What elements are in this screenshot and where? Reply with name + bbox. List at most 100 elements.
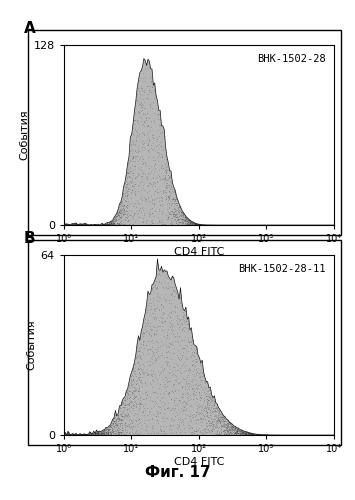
Point (93, 220, 98, 228)
Point (62, 220, 68, 228)
Point (149, 414, 154, 422)
Point (175, 214, 180, 222)
Point (233, 428, 239, 436)
Point (302, 221, 307, 229)
Point (65, 220, 71, 228)
Point (277, 221, 283, 229)
Point (195, 220, 200, 228)
Point (251, 221, 257, 229)
Point (216, 221, 222, 229)
Point (193, 220, 199, 228)
Point (329, 221, 335, 229)
Point (197, 374, 203, 382)
Point (152, 356, 158, 364)
Point (281, 431, 286, 439)
Point (70, 430, 76, 438)
Point (256, 221, 261, 229)
Point (284, 221, 289, 229)
Point (135, 108, 141, 116)
Point (269, 221, 275, 229)
Point (303, 431, 308, 439)
Point (100, 220, 106, 228)
Point (244, 428, 249, 436)
Point (324, 431, 330, 439)
Point (271, 431, 277, 439)
Point (246, 428, 252, 436)
Point (178, 356, 183, 364)
Point (305, 221, 311, 229)
Point (108, 421, 114, 429)
Point (219, 420, 224, 428)
Point (95, 428, 101, 436)
Point (220, 221, 225, 229)
Point (180, 211, 186, 219)
Point (221, 414, 227, 422)
Point (324, 431, 330, 439)
Point (327, 431, 332, 439)
Point (232, 430, 238, 438)
Point (208, 415, 214, 423)
Point (95, 430, 101, 438)
Point (226, 221, 232, 229)
Point (95, 220, 101, 228)
Point (241, 428, 247, 436)
Point (316, 221, 321, 229)
Point (314, 431, 320, 439)
Point (224, 424, 230, 432)
Point (225, 428, 231, 436)
Point (148, 404, 154, 412)
Point (280, 431, 285, 439)
Point (328, 431, 333, 439)
Point (280, 431, 286, 439)
Point (171, 349, 176, 357)
Point (300, 221, 306, 229)
Point (192, 356, 198, 364)
Point (187, 366, 193, 374)
Point (183, 377, 189, 385)
Point (219, 415, 225, 423)
Point (92, 430, 98, 438)
Point (79, 220, 84, 228)
Point (87, 430, 92, 438)
Point (295, 221, 300, 229)
Point (265, 431, 271, 439)
Point (126, 394, 132, 402)
Point (71, 220, 77, 228)
Point (323, 431, 329, 439)
Point (94, 428, 99, 436)
Point (256, 221, 262, 229)
Point (179, 382, 185, 390)
Point (252, 430, 258, 438)
Point (66, 220, 72, 228)
Point (98, 429, 104, 437)
Point (315, 221, 321, 229)
Point (313, 431, 318, 439)
Point (92, 430, 98, 438)
Point (213, 221, 219, 229)
Point (323, 221, 328, 229)
Point (304, 221, 310, 229)
Point (78, 430, 83, 438)
Point (308, 221, 314, 229)
Point (79, 220, 84, 228)
Point (241, 221, 246, 229)
Point (110, 221, 116, 229)
Point (164, 176, 169, 184)
Point (323, 221, 328, 229)
Point (262, 221, 267, 229)
Point (280, 431, 286, 439)
Point (292, 431, 297, 439)
Point (159, 175, 165, 183)
Point (176, 332, 182, 340)
Point (215, 221, 221, 229)
Point (285, 431, 291, 439)
Point (177, 428, 183, 436)
Point (71, 220, 76, 228)
Point (226, 221, 232, 229)
Point (92, 430, 98, 438)
Point (154, 410, 160, 418)
Point (190, 220, 196, 228)
Point (141, 104, 147, 112)
Point (317, 431, 322, 439)
Point (195, 220, 201, 228)
